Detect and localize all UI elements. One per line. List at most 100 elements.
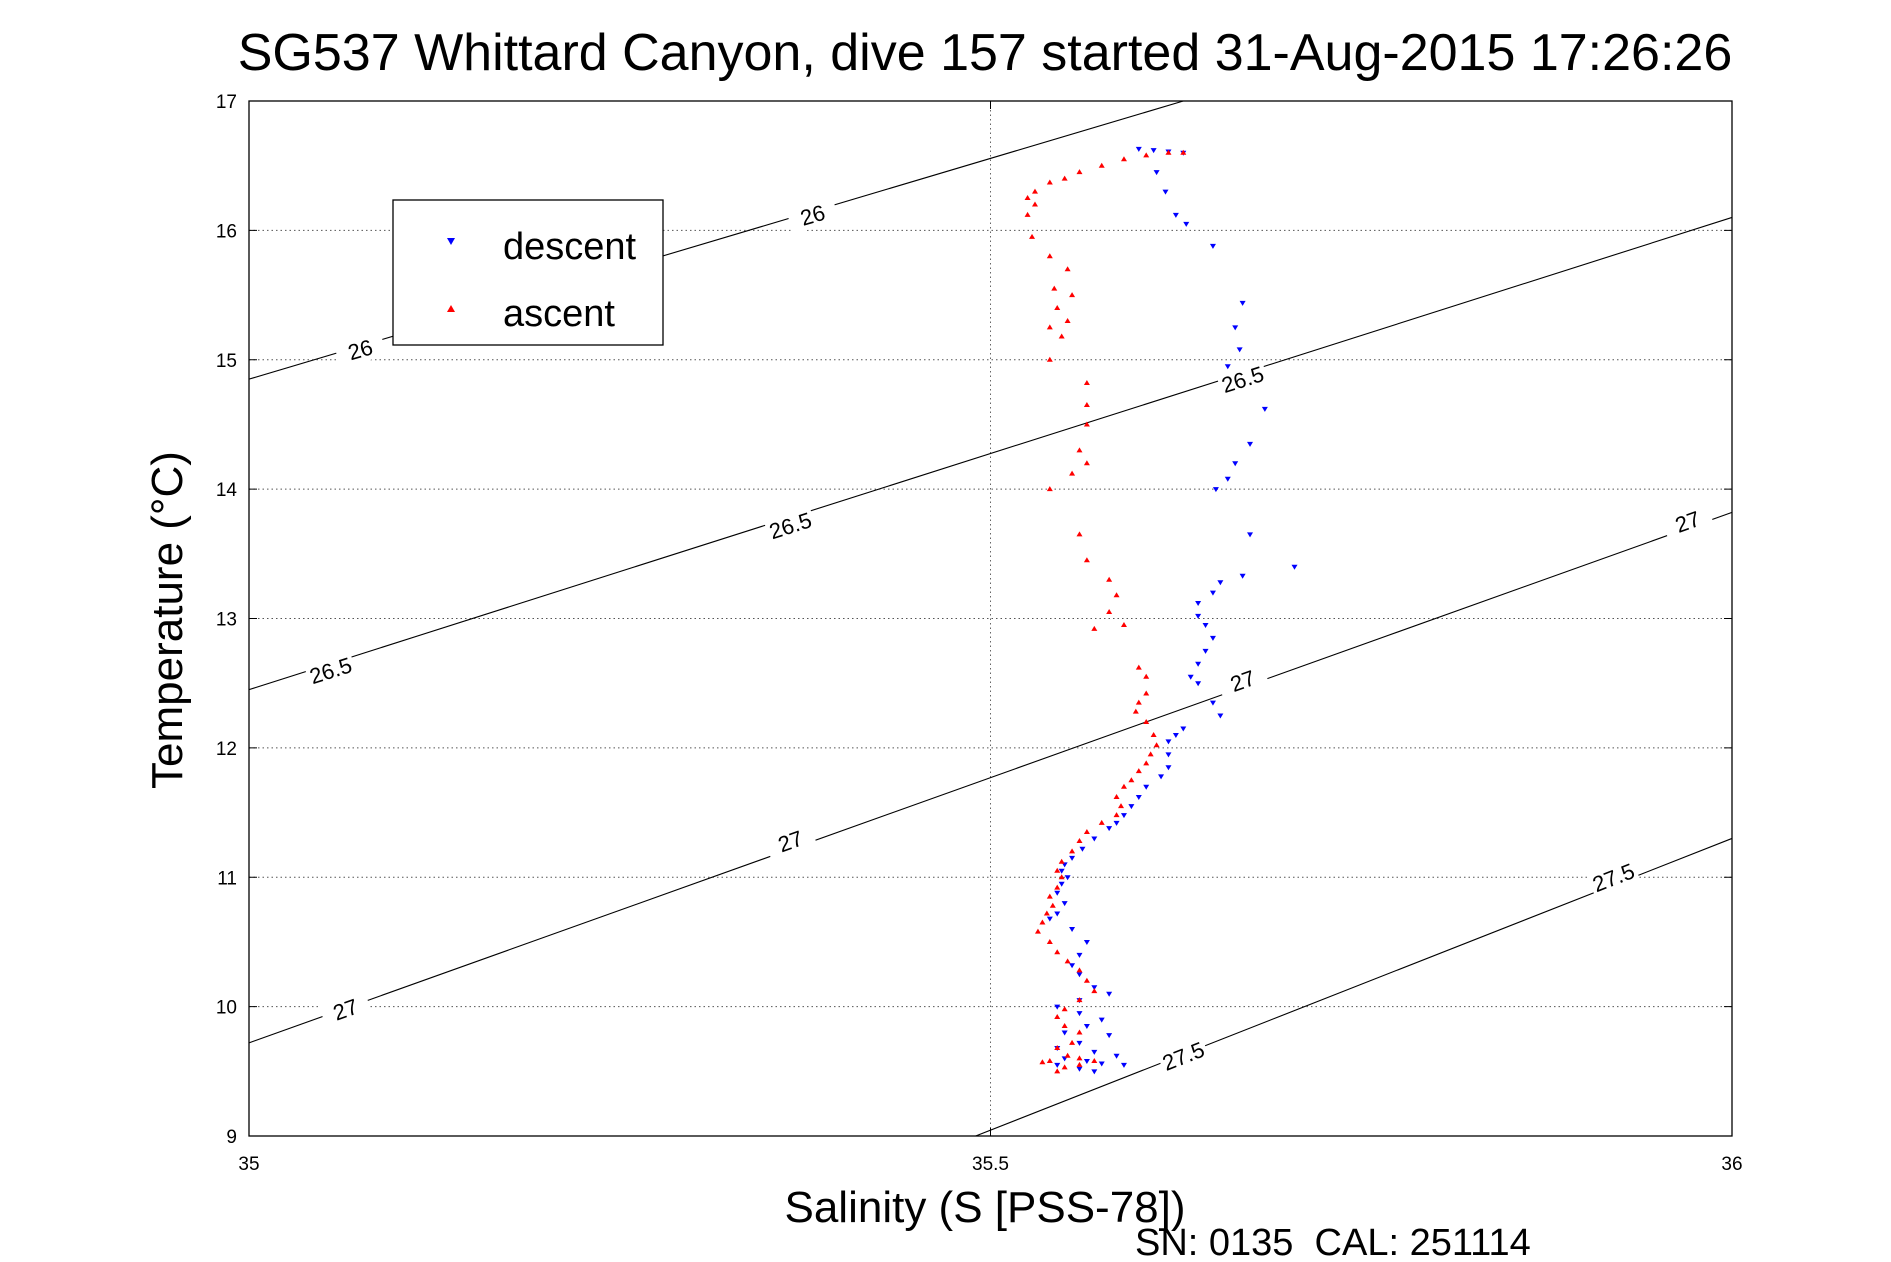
- ascent-point: [1039, 919, 1046, 925]
- descent-point: [1247, 532, 1254, 538]
- descent-point: [1076, 952, 1083, 958]
- ascent-point: [1064, 958, 1071, 964]
- descent-point: [1098, 1061, 1105, 1067]
- descent-point: [1120, 813, 1127, 819]
- ascent-point: [1031, 188, 1038, 194]
- descent-point: [1076, 1011, 1083, 1017]
- descent-point: [1165, 752, 1172, 758]
- descent-point: [1135, 795, 1142, 801]
- contour-label-bg: [303, 650, 358, 690]
- ascent-point: [1098, 819, 1105, 825]
- y-tick-label: 12: [216, 739, 237, 760]
- descent-point: [1058, 868, 1065, 874]
- ascent-point: [1135, 768, 1142, 774]
- ascent-point: [1043, 910, 1050, 916]
- descent-point: [1180, 726, 1187, 732]
- descent-point: [1261, 406, 1268, 412]
- ascent-point: [1132, 708, 1139, 714]
- y-tick-label: 15: [216, 351, 237, 372]
- ascent-point: [1054, 884, 1061, 890]
- ascent-point: [1058, 874, 1065, 880]
- legend-label-descent: descent: [503, 226, 637, 268]
- legend-marker-descent: [447, 238, 455, 245]
- ascent-point: [1064, 317, 1071, 323]
- ascent-point: [1083, 402, 1090, 408]
- contour-label-bg: [1156, 1034, 1211, 1077]
- y-tick-label: 9: [226, 1127, 237, 1148]
- ascent-point: [1083, 380, 1090, 386]
- ascent-point: [1069, 848, 1076, 854]
- ascent-point: [1046, 486, 1053, 492]
- descent-point: [1232, 461, 1239, 467]
- descent-point: [1247, 441, 1254, 447]
- series-ascent: [1024, 149, 1187, 1074]
- ascent-point: [1046, 893, 1053, 899]
- descent-point: [1212, 487, 1219, 493]
- ascent-point: [1113, 794, 1120, 800]
- ascent-point: [1061, 1023, 1068, 1029]
- ascent-point: [1049, 902, 1056, 908]
- descent-point: [1291, 564, 1298, 570]
- ascent-point: [1076, 1029, 1083, 1035]
- ascent-point: [1069, 292, 1076, 298]
- contour-label-bg: [318, 988, 373, 1030]
- descent-point: [1061, 901, 1068, 907]
- descent-point: [1091, 1069, 1098, 1075]
- descent-point: [1232, 325, 1239, 331]
- descent-point: [1239, 300, 1246, 306]
- y-tick-label: 16: [216, 221, 237, 242]
- descent-point: [1217, 713, 1224, 719]
- ascent-point: [1076, 838, 1083, 844]
- legend-marker-ascent: [447, 305, 455, 312]
- x-tick-label: 35: [238, 1154, 259, 1175]
- ascent-point: [1061, 1064, 1068, 1070]
- descent-point: [1106, 991, 1113, 997]
- ascent-point: [1135, 699, 1142, 705]
- ascent-point: [1069, 1039, 1076, 1045]
- legend-box: [392, 199, 664, 346]
- descent-point: [1195, 600, 1202, 606]
- descent-point: [1195, 681, 1202, 687]
- descent-point: [1153, 170, 1160, 176]
- ascent-point: [1046, 253, 1053, 259]
- descent-point: [1083, 1058, 1090, 1064]
- ascent-point: [1076, 447, 1083, 453]
- y-axis-label: Temperature (°C): [143, 451, 192, 789]
- contour-line-26.5: [248, 216, 1733, 691]
- descent-point: [1091, 836, 1098, 842]
- y-tick-label: 17: [216, 92, 237, 113]
- descent-point: [1143, 784, 1150, 790]
- ascent-point: [1076, 1061, 1083, 1067]
- descent-point: [1217, 580, 1224, 586]
- descent-point: [1202, 622, 1209, 628]
- descent-point: [1091, 985, 1098, 991]
- contour-label-bg: [333, 330, 387, 369]
- descent-point: [1165, 765, 1172, 771]
- ascent-point: [1083, 460, 1090, 466]
- ascent-point: [1165, 149, 1172, 155]
- descent-point: [1076, 1066, 1083, 1072]
- series-descent: [1046, 146, 1298, 1075]
- x-axis-ticks: 35 35.5 36: [238, 101, 1743, 1175]
- data-points: [1024, 146, 1298, 1075]
- ascent-point: [1076, 1055, 1083, 1061]
- descent-point: [1061, 1030, 1068, 1036]
- descent-point: [1135, 146, 1142, 152]
- y-tick-label: 13: [216, 610, 237, 631]
- ascent-point: [1113, 812, 1120, 818]
- ascent-point: [1054, 1045, 1061, 1051]
- ascent-point: [1180, 149, 1187, 155]
- descent-point: [1054, 911, 1061, 917]
- chart-title: SG537 Whittard Canyon, dive 157 started …: [238, 24, 1733, 82]
- descent-point: [1069, 927, 1076, 932]
- descent-point: [1162, 189, 1169, 195]
- ascent-point: [1153, 742, 1160, 748]
- contour-line-27: [248, 511, 1733, 1044]
- descent-point: [1172, 732, 1179, 738]
- descent-point: [1054, 1004, 1061, 1010]
- ascent-point: [1083, 421, 1090, 427]
- ascent-point: [1046, 179, 1053, 185]
- descent-point: [1069, 855, 1076, 861]
- descent-point: [1054, 1062, 1061, 1068]
